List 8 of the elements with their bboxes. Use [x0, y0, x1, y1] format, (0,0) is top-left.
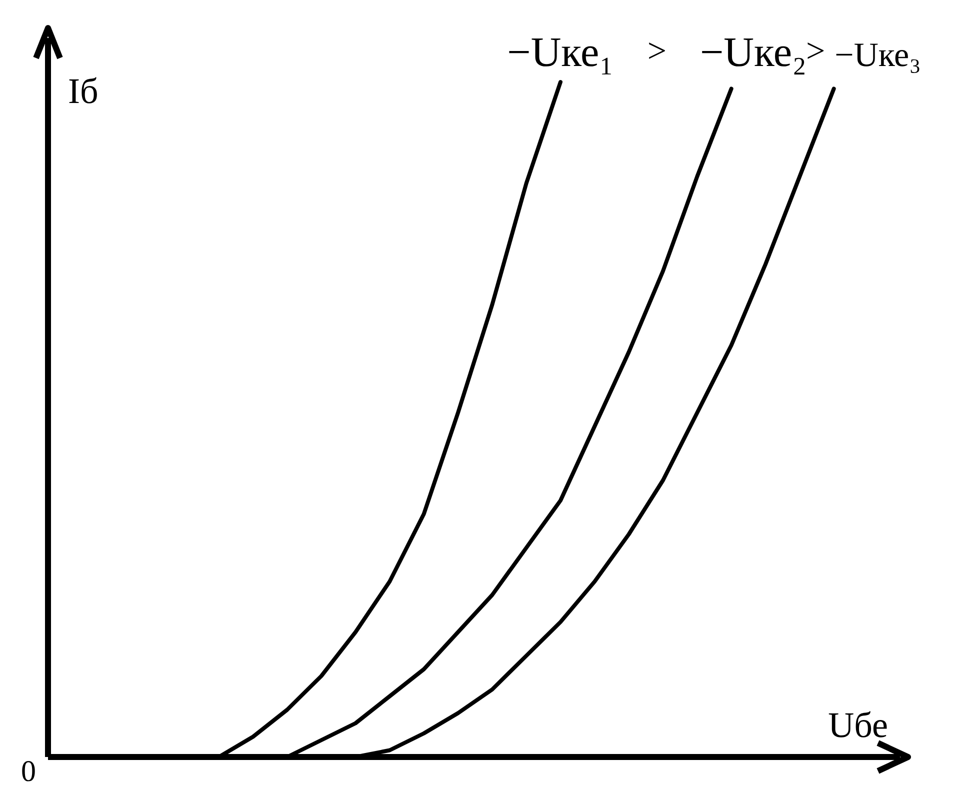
y-axis-title: Iб: [68, 71, 98, 111]
text: 0: [21, 755, 36, 788]
series-label: −Uке₃: [834, 37, 922, 74]
text: >: [806, 33, 826, 70]
x-axis-title: Uбе: [828, 705, 888, 745]
series-label: −Uке₂: [700, 30, 807, 76]
text: >: [647, 33, 667, 70]
series-label: −Uке₁: [507, 30, 614, 76]
